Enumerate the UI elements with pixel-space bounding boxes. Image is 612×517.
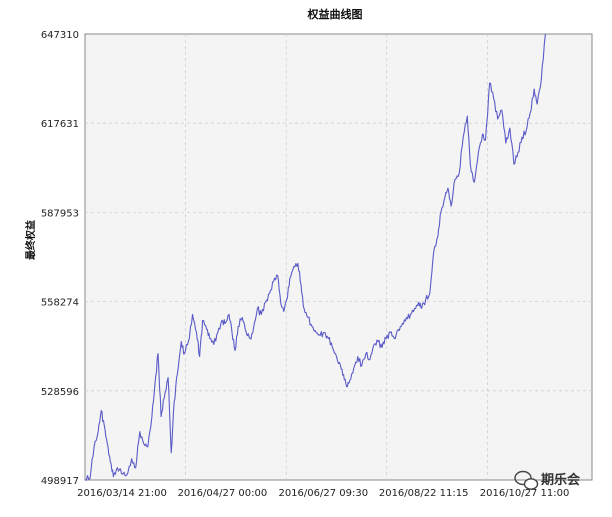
chart-title: 权益曲线图: [307, 7, 363, 21]
y-tick-label: 647310: [41, 30, 79, 41]
y-tick-label: 558274: [41, 298, 79, 309]
y-gridlines: [85, 122, 592, 392]
x-tick-label: 2016/08/22 11:15: [379, 488, 469, 499]
x-tick-label: 2016/06/27 09:30: [278, 488, 368, 499]
watermark: 期乐会: [514, 470, 581, 490]
y-tick-label: 617631: [41, 119, 79, 130]
equity-series-line: [84, 33, 546, 481]
wechat-icon: [514, 470, 539, 490]
x-axis-ticks: 2016/03/14 21:00 2016/04/27 00:00 2016/06/…: [77, 488, 569, 499]
x-tick-label: 2016/04/27 00:00: [178, 488, 268, 499]
y-tick-label: 498917: [41, 476, 79, 487]
x-tick-label: 2016/10/27 11:00: [480, 488, 570, 499]
watermark-text: 期乐会: [541, 472, 581, 488]
y-tick-label: 528596: [41, 387, 79, 398]
y-tick-label: 587953: [41, 208, 79, 219]
x-tick-label: 2016/03/14 21:00: [77, 488, 167, 499]
y-axis-ticks: 498917 528596 558274 587953 617631 647310: [41, 30, 79, 487]
y-axis-label: 最终权益: [24, 220, 37, 260]
